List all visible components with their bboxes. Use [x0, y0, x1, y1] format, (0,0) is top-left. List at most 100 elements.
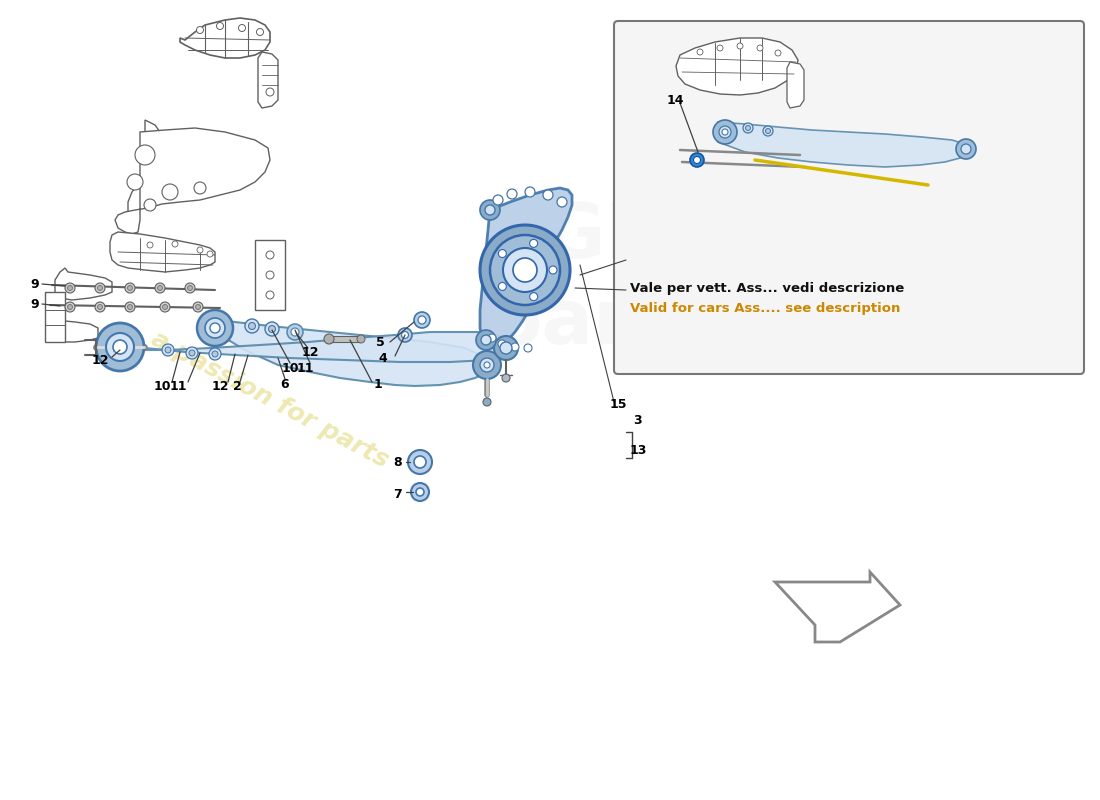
Circle shape [217, 22, 223, 30]
Circle shape [65, 302, 75, 312]
Circle shape [414, 312, 430, 328]
Circle shape [713, 120, 737, 144]
Polygon shape [718, 122, 970, 167]
Polygon shape [786, 62, 804, 108]
Circle shape [194, 182, 206, 194]
Text: 12: 12 [301, 346, 319, 358]
Circle shape [557, 197, 566, 207]
Polygon shape [258, 52, 278, 108]
Circle shape [697, 49, 703, 55]
Circle shape [484, 362, 490, 368]
Circle shape [239, 25, 245, 31]
Circle shape [719, 126, 732, 138]
Circle shape [480, 225, 570, 315]
Circle shape [776, 50, 781, 56]
Circle shape [113, 340, 127, 354]
Text: 4: 4 [378, 351, 387, 365]
Circle shape [418, 316, 426, 324]
Polygon shape [205, 318, 490, 386]
Polygon shape [48, 316, 98, 342]
Circle shape [493, 195, 503, 205]
Circle shape [742, 123, 754, 133]
Circle shape [172, 241, 178, 247]
Polygon shape [116, 128, 270, 234]
Circle shape [476, 330, 496, 350]
Circle shape [95, 283, 104, 293]
Circle shape [507, 189, 517, 199]
Circle shape [128, 286, 132, 290]
Circle shape [187, 286, 192, 290]
Circle shape [488, 334, 496, 342]
Polygon shape [330, 336, 360, 342]
Circle shape [205, 318, 225, 338]
Circle shape [512, 343, 519, 351]
Circle shape [196, 305, 200, 310]
Circle shape [498, 340, 506, 348]
Circle shape [763, 126, 773, 136]
Circle shape [147, 242, 153, 248]
FancyBboxPatch shape [614, 21, 1084, 374]
Circle shape [249, 322, 255, 330]
Circle shape [128, 305, 132, 310]
Polygon shape [676, 38, 798, 95]
Circle shape [408, 450, 432, 474]
Circle shape [125, 302, 135, 312]
Circle shape [197, 26, 204, 34]
Text: 7: 7 [394, 487, 403, 501]
Text: 3: 3 [634, 414, 642, 426]
Text: 15: 15 [609, 398, 627, 411]
Text: 9: 9 [30, 298, 38, 310]
Text: 12: 12 [211, 379, 229, 393]
Circle shape [189, 350, 195, 356]
Circle shape [498, 250, 506, 258]
Polygon shape [480, 188, 572, 348]
Circle shape [292, 328, 299, 336]
Circle shape [266, 251, 274, 259]
Text: 6: 6 [280, 378, 289, 390]
Circle shape [265, 322, 279, 336]
Text: 10: 10 [153, 379, 170, 393]
Circle shape [144, 199, 156, 211]
Circle shape [192, 302, 204, 312]
Circle shape [530, 239, 538, 247]
Polygon shape [45, 292, 65, 342]
Circle shape [162, 184, 178, 200]
Circle shape [746, 126, 750, 130]
Polygon shape [128, 120, 162, 222]
Text: 5: 5 [375, 335, 384, 349]
Text: 10: 10 [282, 362, 299, 374]
Circle shape [135, 145, 155, 165]
Circle shape [358, 335, 365, 343]
Circle shape [212, 351, 218, 357]
Text: 14: 14 [667, 94, 684, 106]
Text: 13: 13 [629, 443, 647, 457]
Circle shape [757, 45, 763, 51]
Polygon shape [108, 332, 510, 362]
Text: 11: 11 [169, 379, 187, 393]
Text: Vale per vett. Ass... vedi descrizione: Vale per vett. Ass... vedi descrizione [630, 282, 904, 295]
Circle shape [737, 43, 742, 49]
Circle shape [125, 283, 135, 293]
Circle shape [961, 144, 971, 154]
Circle shape [398, 328, 412, 342]
Circle shape [530, 293, 538, 301]
Circle shape [106, 333, 134, 361]
Circle shape [165, 347, 170, 353]
Circle shape [287, 324, 303, 340]
Circle shape [207, 251, 213, 257]
Circle shape [98, 305, 102, 310]
Circle shape [402, 331, 408, 338]
Text: 1: 1 [374, 378, 383, 390]
Circle shape [490, 235, 560, 305]
Circle shape [524, 344, 532, 352]
Circle shape [160, 302, 170, 312]
Polygon shape [180, 18, 270, 58]
Circle shape [416, 488, 424, 496]
Text: 2: 2 [232, 381, 241, 394]
Circle shape [256, 29, 264, 35]
Circle shape [494, 336, 518, 360]
Text: 8: 8 [394, 455, 403, 469]
Circle shape [411, 483, 429, 501]
Circle shape [155, 283, 165, 293]
Circle shape [500, 342, 512, 354]
